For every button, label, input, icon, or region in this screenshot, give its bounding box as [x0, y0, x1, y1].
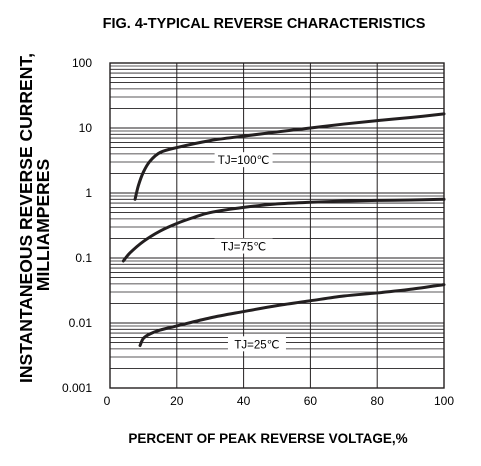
y-axis-label-line2: MILLIAMPERES [33, 159, 53, 291]
series-labels: TJ=100℃ TJ=75℃ TJ=25℃ [214, 152, 286, 352]
y-tick-label: 10 [79, 121, 93, 135]
x-tick-label: 100 [434, 394, 454, 408]
y-tick-label: 100 [72, 56, 92, 70]
series-line-0 [133, 112, 446, 201]
x-axis-label: PERCENT OF PEAK REVERSE VOLTAGE,% [128, 431, 407, 446]
series-label-background [227, 336, 286, 352]
chart-title: FIG. 4-TYPICAL REVERSE CHARACTERISTICS [103, 16, 426, 32]
x-tick-label: 80 [371, 394, 385, 408]
x-tick-label: 60 [304, 394, 318, 408]
x-tick-label: 20 [170, 394, 184, 408]
series-label-0: TJ=100℃ [214, 152, 273, 168]
y-tick-label: 0.001 [62, 381, 92, 395]
series-label-2: TJ=25℃ [227, 336, 286, 352]
y-tick-labels: 100 10 1 0.1 0.01 0.001 [62, 56, 92, 395]
x-tick-label: 0 [104, 394, 111, 408]
x-tick-label: 40 [237, 394, 251, 408]
y-tick-label: 0.01 [69, 316, 93, 330]
series-label-background [214, 152, 273, 168]
y-tick-label: 1 [85, 186, 92, 200]
plot-frame [109, 62, 445, 389]
series-label-1: TJ=75℃ [214, 238, 273, 254]
series-curves [121, 112, 446, 348]
y-axis-label-line1: INSTANTANEOUS REVERSE CURRENT, [16, 53, 36, 383]
x-tick-labels: 0 20 40 60 80 100 [104, 394, 455, 408]
grid [110, 62, 444, 389]
series-label-text: TJ=75℃ [221, 242, 266, 254]
series-line-1 [121, 197, 446, 263]
series-label-background [214, 238, 273, 254]
series-label-text: TJ=100℃ [218, 155, 270, 167]
y-tick-label: 0.1 [75, 251, 92, 265]
series-label-text: TJ=25℃ [234, 339, 279, 351]
series-line-2 [138, 283, 446, 348]
